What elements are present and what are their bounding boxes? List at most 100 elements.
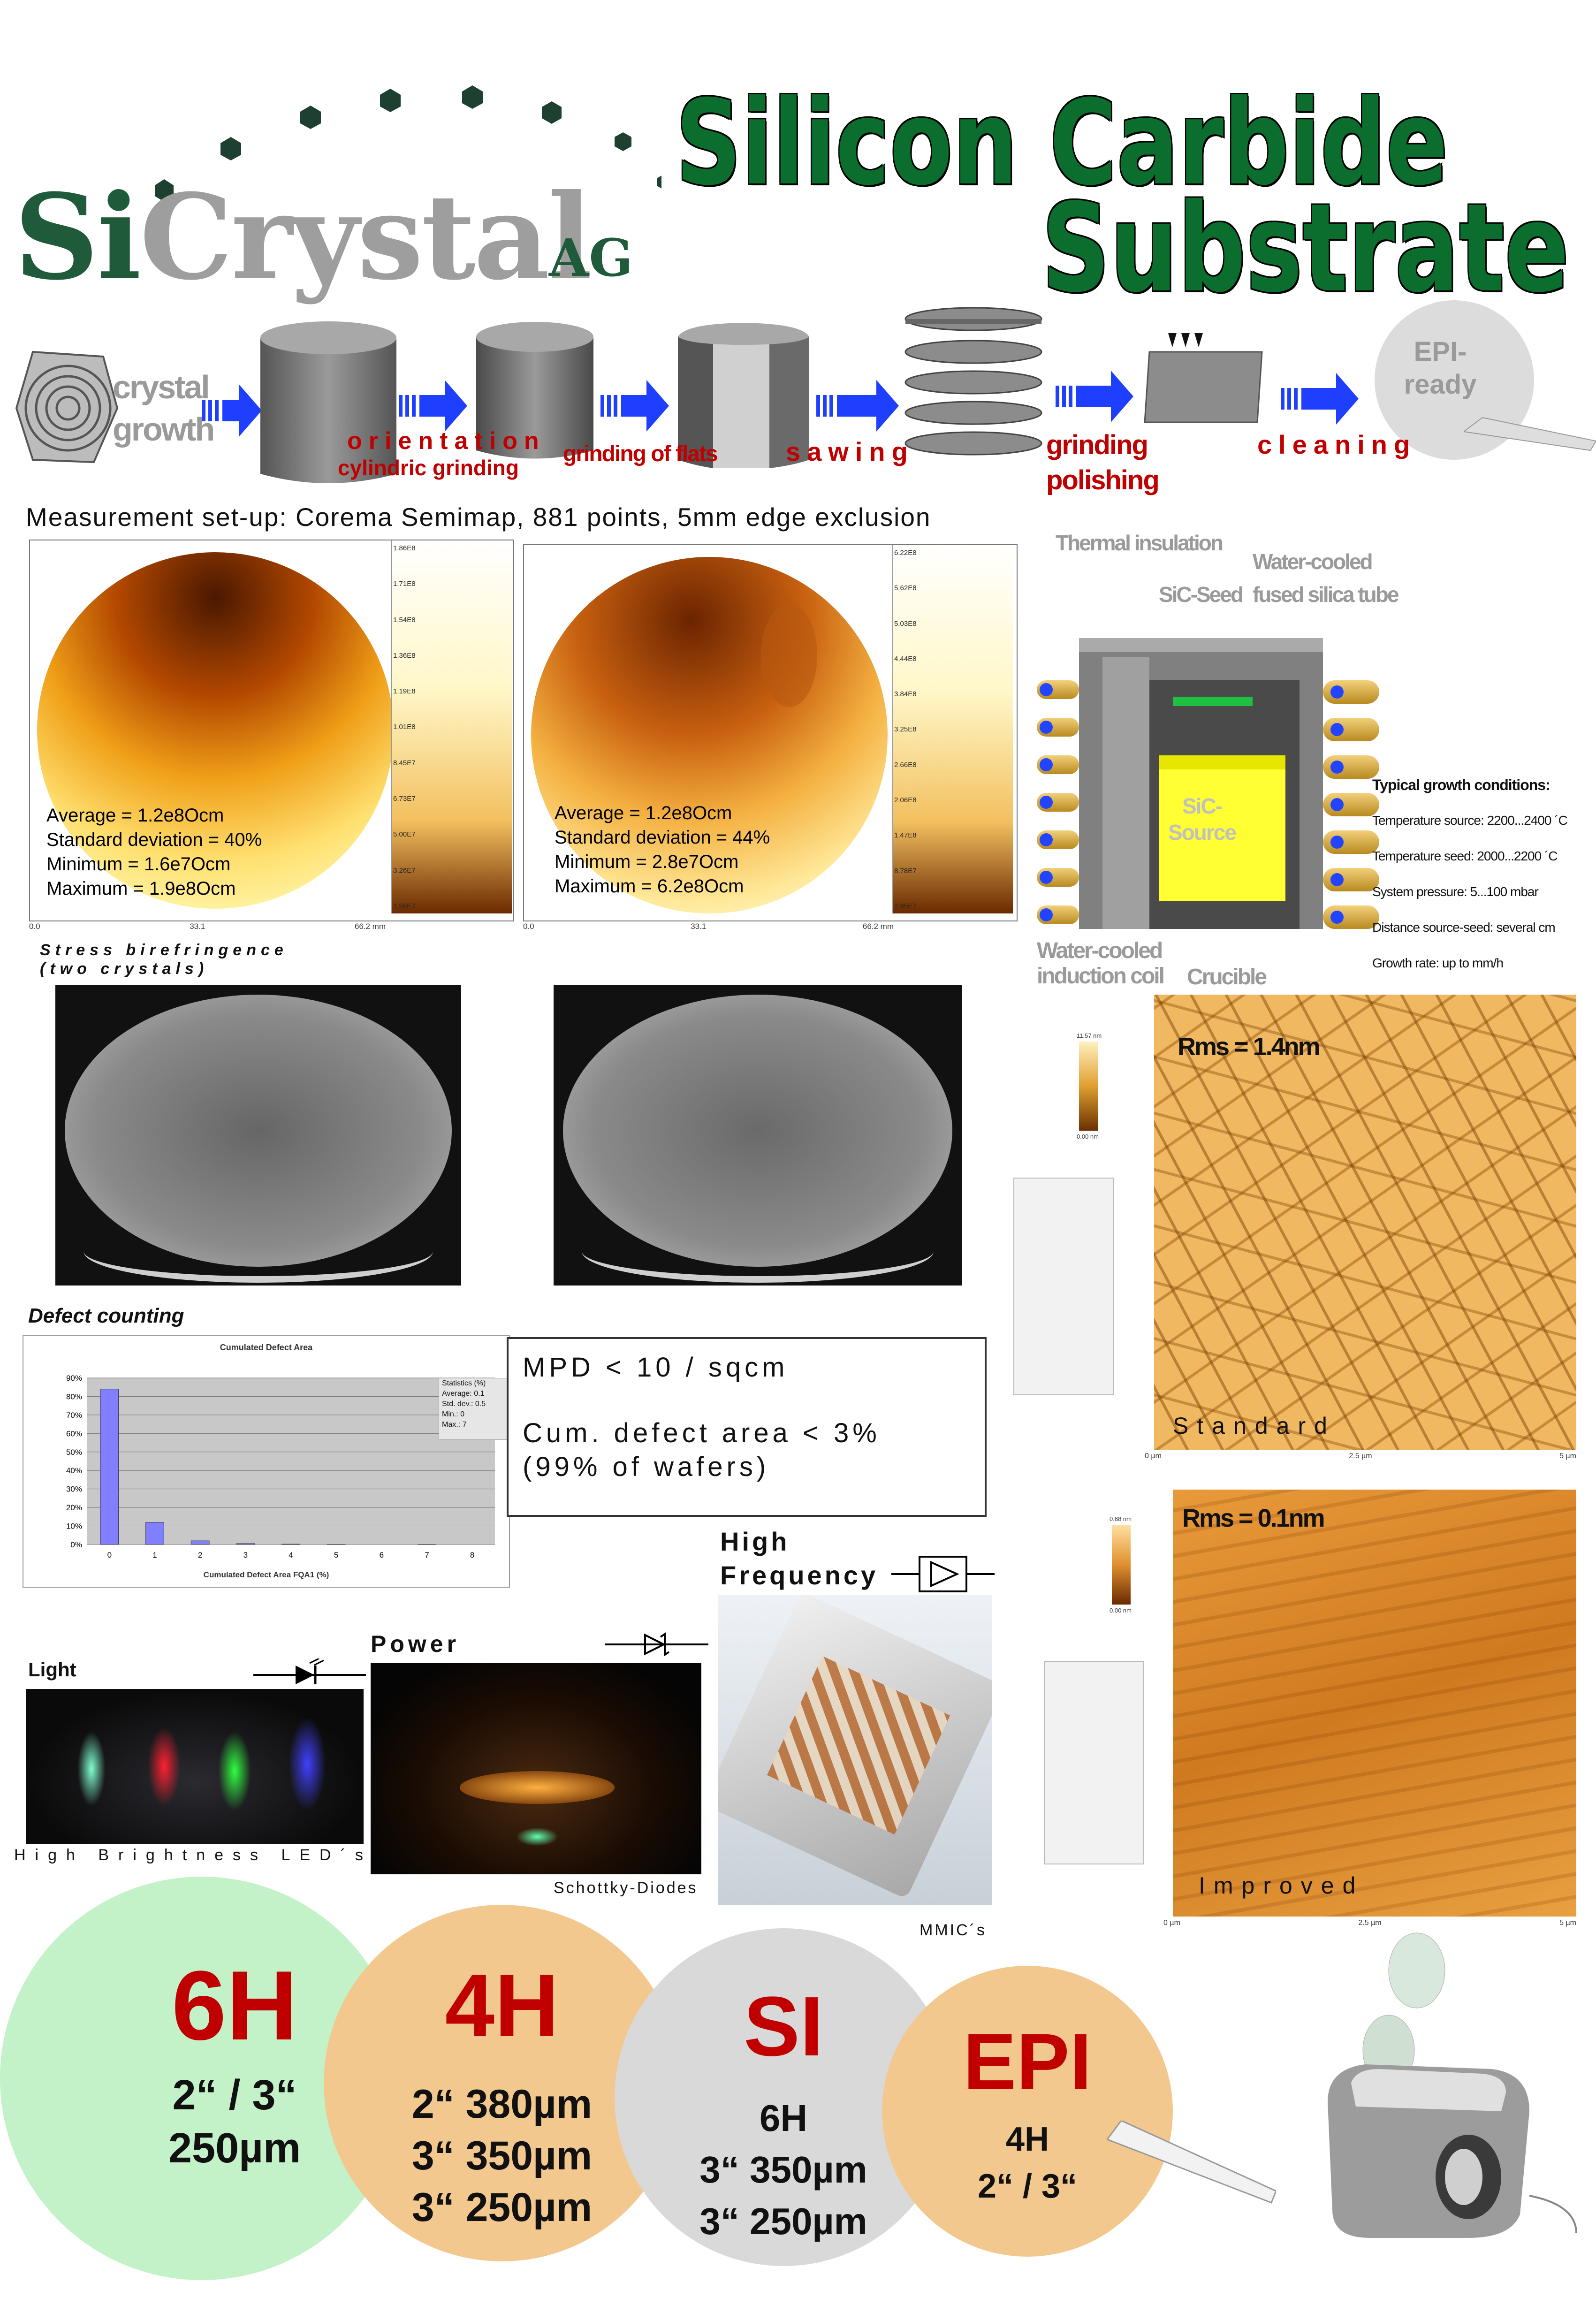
map1-scale-5: 1.01E8 [393, 723, 416, 731]
map1-scale-10: 1.55E7 [393, 902, 416, 910]
afm-improved-scale-bot: 0.00 nm [1110, 1607, 1132, 1614]
y-tick-label: 40% [66, 1466, 82, 1475]
arrow-icon [600, 380, 669, 432]
defect-chart: Cumulated Defect Area 90% 80% 70% 60% 50% 40%… [23, 1335, 510, 1588]
x-tick-label: 5 [334, 1551, 338, 1559]
product-epi-line1: 4H [1005, 2121, 1049, 2158]
label-grinding: grinding [1046, 430, 1148, 460]
polished-wafer-icon [1144, 333, 1263, 423]
mmic-photo [718, 1595, 992, 1905]
map2-axis-2: 66.2 mm [862, 922, 894, 931]
map2-scale-4: 3.84E8 [894, 690, 917, 699]
product-4h-name: 4H [445, 1956, 559, 2055]
furnace-crucible: Crucible [1187, 965, 1267, 989]
x-tick-label: 4 [289, 1551, 293, 1559]
afm-standard-label: Standard [1173, 1413, 1336, 1439]
product-epi-sizes: 4H 2“ / 3“ [882, 2116, 1173, 2210]
epi-ready-line1: EPI- [1414, 336, 1467, 367]
sic-source-line1: SiC- [1182, 794, 1223, 818]
label-crystal-growth: crystal growth [113, 366, 215, 450]
map2-average: Average = 1.2e8Ocm [555, 803, 732, 823]
defect-heading: Defect counting [28, 1304, 184, 1327]
product-si-line2: 3“ 350µm [699, 2149, 867, 2191]
afm-improved-scale [1112, 1525, 1131, 1605]
stress-line1: Stress birefringence [40, 941, 288, 959]
measurement-setup: Measurement set-up: Corema Semimap, 881 … [26, 502, 931, 532]
schottky-photo [371, 1663, 701, 1874]
label-flats: grinding of flats [563, 441, 718, 466]
afm-improved-axis-1: 2.5 µm [1358, 1919, 1382, 1927]
afm-standard-scale [1079, 1042, 1098, 1131]
afm-improved-axis-2: 5 µm [1559, 1919, 1576, 1927]
product-6h-line2: 250µm [168, 2124, 301, 2172]
defect-bar-chart: 90% 80% 70% 60% 50% 40% 30% 20% 10% 0% 0 1 2 3 4 5 6 7 8 [66, 1374, 495, 1559]
product-6h-name: 6H [171, 1950, 298, 2061]
resistivity-map-2: 6.22E8 5.62E8 5.03E8 4.44E8 3.84E8 3.25E… [523, 544, 1018, 921]
birefringence-photo-2 [554, 985, 962, 1286]
growth-condition-2: System pressure: 5...100 mbar [1372, 884, 1539, 899]
label-cylindric: cylindric grinding [338, 456, 519, 480]
schottky-symbol-icon [605, 1632, 708, 1657]
afm-improved-rms: Rms = 0.1nm [1182, 1504, 1325, 1532]
rough-cylinder-icon [260, 321, 396, 483]
product-si-sizes: 6H 3“ 350µm 3“ 250µm [615, 2092, 952, 2247]
tweezer-icon [1464, 417, 1596, 451]
map2-maximum: Maximum = 6.2e8Ocm [555, 876, 744, 897]
map2-scale-1: 5.62E8 [894, 584, 917, 593]
label-power: Power [371, 1631, 460, 1657]
amplifier-symbol-icon [891, 1556, 995, 1592]
hf-line2: Frequency [720, 1560, 879, 1590]
map2-scale-0: 6.22E8 [894, 549, 917, 557]
resistivity-map-image [531, 557, 888, 913]
map1-scale-8: 5.00E7 [393, 830, 416, 839]
map2-scale-9: 8.78E7 [894, 867, 917, 875]
label-hf: High Frequency [720, 1525, 878, 1592]
title-line2: Substrate [1041, 178, 1569, 320]
y-tick-label: 30% [66, 1485, 82, 1494]
afm-standard-rms: Rms = 1.4nm [1178, 1033, 1321, 1061]
coil-line2: induction coil [1037, 964, 1165, 989]
map2-stats: Average = 1.2e8Ocm Standard deviation = … [555, 801, 770, 898]
product-4h-line1: 2“ 380µm [411, 2082, 593, 2127]
chart-stats-4: Max.: 7 [442, 1421, 467, 1429]
chart-stats-2: Std. dev.: 0.5 [442, 1400, 486, 1408]
chart-stats-box: Statistics (%) Average: 0.1 Std. dev.: 0… [439, 1378, 508, 1440]
map2-scale-5: 3.25E8 [894, 725, 917, 734]
chart-stats-1: Average: 0.1 [442, 1390, 485, 1398]
y-tick-label: 0% [70, 1540, 82, 1549]
logo-si: Si [14, 168, 142, 306]
map2-scale-2: 5.03E8 [894, 619, 917, 628]
plot-area [87, 1378, 495, 1544]
resistivity-map-1: 1.86E8 1.71E8 1.54E8 1.36E8 1.19E8 1.01E… [29, 540, 514, 921]
y-tick-label: 20% [66, 1503, 82, 1512]
x-tick-label: 3 [243, 1551, 248, 1559]
led-photo [26, 1689, 364, 1844]
furnace-thermal-insulation: Thermal insulation [1056, 531, 1224, 555]
resistivity-map-image [37, 552, 394, 909]
x-tick-label: 2 [198, 1551, 202, 1559]
bar [145, 1522, 164, 1545]
logo: SiCrystal AG [14, 80, 671, 305]
x-tick-label: 1 [152, 1551, 157, 1559]
y-tick-label: 60% [66, 1429, 82, 1438]
toaster-icon [1328, 1932, 1577, 2238]
arrow-icon [1056, 371, 1133, 422]
map2-minimum: Minimum = 2.8e7Ocm [555, 852, 739, 872]
product-6h-sizes: 2“ / 3“ 250µm [0, 2069, 469, 2175]
map2-axis-1: 33.1 [691, 922, 707, 931]
afm-improved-axis: 0 µm 2.5 µm 5 µm [1163, 1919, 1576, 1927]
map1-average: Average = 1.2e8Ocm [46, 805, 224, 826]
map2-axis-0: 0.0 [523, 922, 534, 931]
y-tick-label: 70% [66, 1411, 82, 1420]
y-tick-label: 50% [66, 1448, 82, 1457]
furnace-tube-line1: Water-cooled [1253, 549, 1373, 574]
map2-scale-10: 2.85E7 [894, 902, 917, 910]
arrow-icon [1281, 373, 1359, 425]
afm-improved-scale-top: 0.68 nm [1110, 1515, 1132, 1522]
chart-stats-3: Min.: 0 [442, 1410, 465, 1418]
product-6h-line1: 2“ / 3“ [172, 2072, 297, 2119]
growth-condition-4: Growth rate: up to mm/h [1372, 956, 1504, 970]
map1-minimum: Minimum = 1.6e7Ocm [46, 854, 231, 875]
growth-conditions-title: Typical growth conditions: [1372, 776, 1550, 793]
hf-line1: High [720, 1527, 790, 1556]
